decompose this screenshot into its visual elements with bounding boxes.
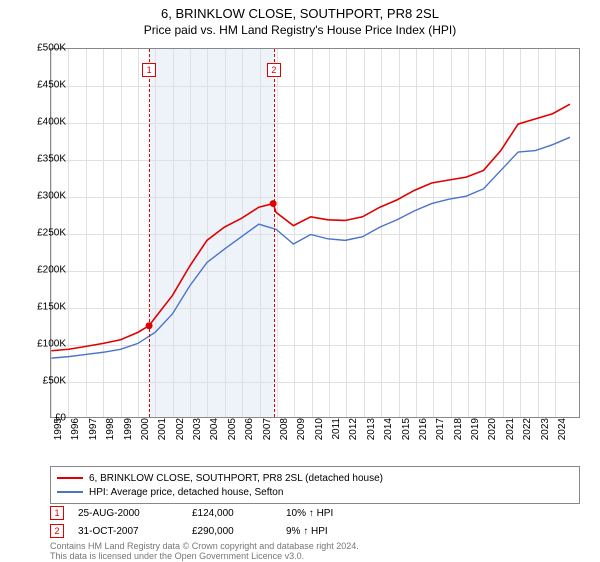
y-axis-label: £150K xyxy=(18,302,66,313)
chart-marker: 2 xyxy=(267,63,281,77)
y-axis-label: £300K xyxy=(18,191,66,202)
x-axis-label: 2014 xyxy=(383,418,394,458)
y-axis-label: £200K xyxy=(18,265,66,276)
x-axis-label: 2007 xyxy=(262,418,273,458)
x-axis-label: 1998 xyxy=(105,418,116,458)
chart-legend: 6, BRINKLOW CLOSE, SOUTHPORT, PR8 2SL (d… xyxy=(50,466,580,504)
y-axis-label: £250K xyxy=(18,228,66,239)
x-axis-label: 2022 xyxy=(522,418,533,458)
y-axis-label: £50K xyxy=(18,376,66,387)
x-axis-label: 2008 xyxy=(279,418,290,458)
y-axis-label: £350K xyxy=(18,154,66,165)
x-axis-label: 2003 xyxy=(192,418,203,458)
x-axis-label: 2010 xyxy=(314,418,325,458)
x-axis-label: 2024 xyxy=(557,418,568,458)
transaction-price: £290,000 xyxy=(192,526,272,537)
legend-item: 6, BRINKLOW CLOSE, SOUTHPORT, PR8 2SL (d… xyxy=(57,471,573,485)
x-axis-label: 1996 xyxy=(70,418,81,458)
x-axis-label: 2016 xyxy=(418,418,429,458)
chart-subtitle: Price paid vs. HM Land Registry's House … xyxy=(0,21,600,37)
x-axis-label: 1997 xyxy=(88,418,99,458)
transaction-date: 25-AUG-2000 xyxy=(78,508,178,519)
transaction-marker: 1 xyxy=(50,506,64,520)
x-axis-label: 2019 xyxy=(470,418,481,458)
legend-item: HPI: Average price, detached house, Seft… xyxy=(57,485,573,499)
y-axis-label: £450K xyxy=(18,80,66,91)
footer-line: This data is licensed under the Open Gov… xyxy=(50,552,359,562)
x-axis-label: 2013 xyxy=(366,418,377,458)
transaction-delta: 10% ↑ HPI xyxy=(286,508,333,519)
y-axis-label: £500K xyxy=(18,43,66,54)
x-axis-label: 2021 xyxy=(505,418,516,458)
transaction-marker: 2 xyxy=(50,524,64,538)
chart-plot-area: 12 xyxy=(50,48,580,418)
x-axis-label: 2020 xyxy=(487,418,498,458)
x-axis-label: 1999 xyxy=(123,418,134,458)
chart-marker: 1 xyxy=(142,63,156,77)
x-axis-label: 2000 xyxy=(140,418,151,458)
x-axis-label: 2004 xyxy=(209,418,220,458)
x-axis-label: 2005 xyxy=(227,418,238,458)
chart-title: 6, BRINKLOW CLOSE, SOUTHPORT, PR8 2SL xyxy=(0,0,600,21)
x-axis-label: 2017 xyxy=(435,418,446,458)
x-axis-label: 2023 xyxy=(540,418,551,458)
y-axis-label: £100K xyxy=(18,339,66,350)
x-axis-label: 2009 xyxy=(296,418,307,458)
transaction-date: 31-OCT-2007 xyxy=(78,526,178,537)
line-chart xyxy=(51,49,579,417)
transaction-list: 1 25-AUG-2000 £124,000 10% ↑ HPI 2 31-OC… xyxy=(50,504,580,540)
x-axis-label: 2001 xyxy=(157,418,168,458)
x-axis-label: 2002 xyxy=(175,418,186,458)
x-axis-label: 2011 xyxy=(331,418,342,458)
legend-label: 6, BRINKLOW CLOSE, SOUTHPORT, PR8 2SL (d… xyxy=(89,473,383,484)
x-axis-label: 2006 xyxy=(244,418,255,458)
transaction-row: 1 25-AUG-2000 £124,000 10% ↑ HPI xyxy=(50,504,580,522)
x-axis-label: 2015 xyxy=(401,418,412,458)
x-axis-label: 1995 xyxy=(53,418,64,458)
footer-attribution: Contains HM Land Registry data © Crown c… xyxy=(50,542,359,562)
y-axis-label: £400K xyxy=(18,117,66,128)
transaction-delta: 9% ↑ HPI xyxy=(286,526,328,537)
transaction-row: 2 31-OCT-2007 £290,000 9% ↑ HPI xyxy=(50,522,580,540)
x-axis-label: 2012 xyxy=(348,418,359,458)
transaction-price: £124,000 xyxy=(192,508,272,519)
x-axis-label: 2018 xyxy=(453,418,464,458)
legend-label: HPI: Average price, detached house, Seft… xyxy=(89,487,283,498)
